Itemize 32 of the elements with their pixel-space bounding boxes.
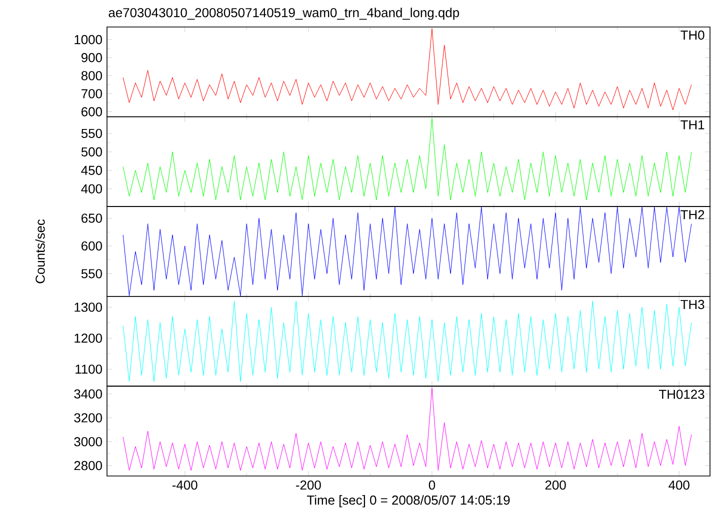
x-tick-label: 200 [545,480,566,490]
y-tick-label: 1300 [74,302,102,312]
x-axis-title: Time [sec] 0 = 2008/05/07 14:05:19 [306,495,510,508]
y-tick-label: 1200 [74,334,102,343]
y-tick-label: 550 [81,128,102,138]
y-tick-label: 1100 [76,364,102,374]
x-tick-label: -200 [296,480,321,490]
y-tick-label: 2800 [74,461,102,470]
y-tick-label: 3000 [74,437,102,446]
chart-title: ae703043010_20080507140519_wam0_trn_4band_long.qdp [108,8,460,20]
y-tick-label: 650 [82,214,102,223]
x-tick-label: -400 [172,480,198,490]
y-tick-label: 400 [81,184,102,194]
annotation: TH1 [680,120,704,130]
y-tick-label: 500 [81,147,102,156]
y-tick-label: 800 [81,71,102,80]
y-tick-label: 700 [82,89,102,98]
y-tick-label: 3400 [74,389,102,399]
annotation: TH0 [680,30,704,40]
x-tick-label: 400 [668,480,690,490]
y-tick-label: 600 [82,107,102,116]
annotation: TH3 [680,300,704,310]
y-tick-label: 900 [81,53,102,62]
y-axis-title: Counts/sec [35,219,45,284]
annotation: TH0123 [659,390,704,399]
y-tick-label: 1000 [74,35,102,44]
y-tick-label: 450 [81,166,102,175]
annotation: TH2 [680,210,704,220]
y-tick-label: 600 [82,241,102,251]
y-tick-label: 3200 [74,413,102,422]
x-tick-label: 0 [428,480,436,490]
y-tick-label: 550 [81,269,102,278]
